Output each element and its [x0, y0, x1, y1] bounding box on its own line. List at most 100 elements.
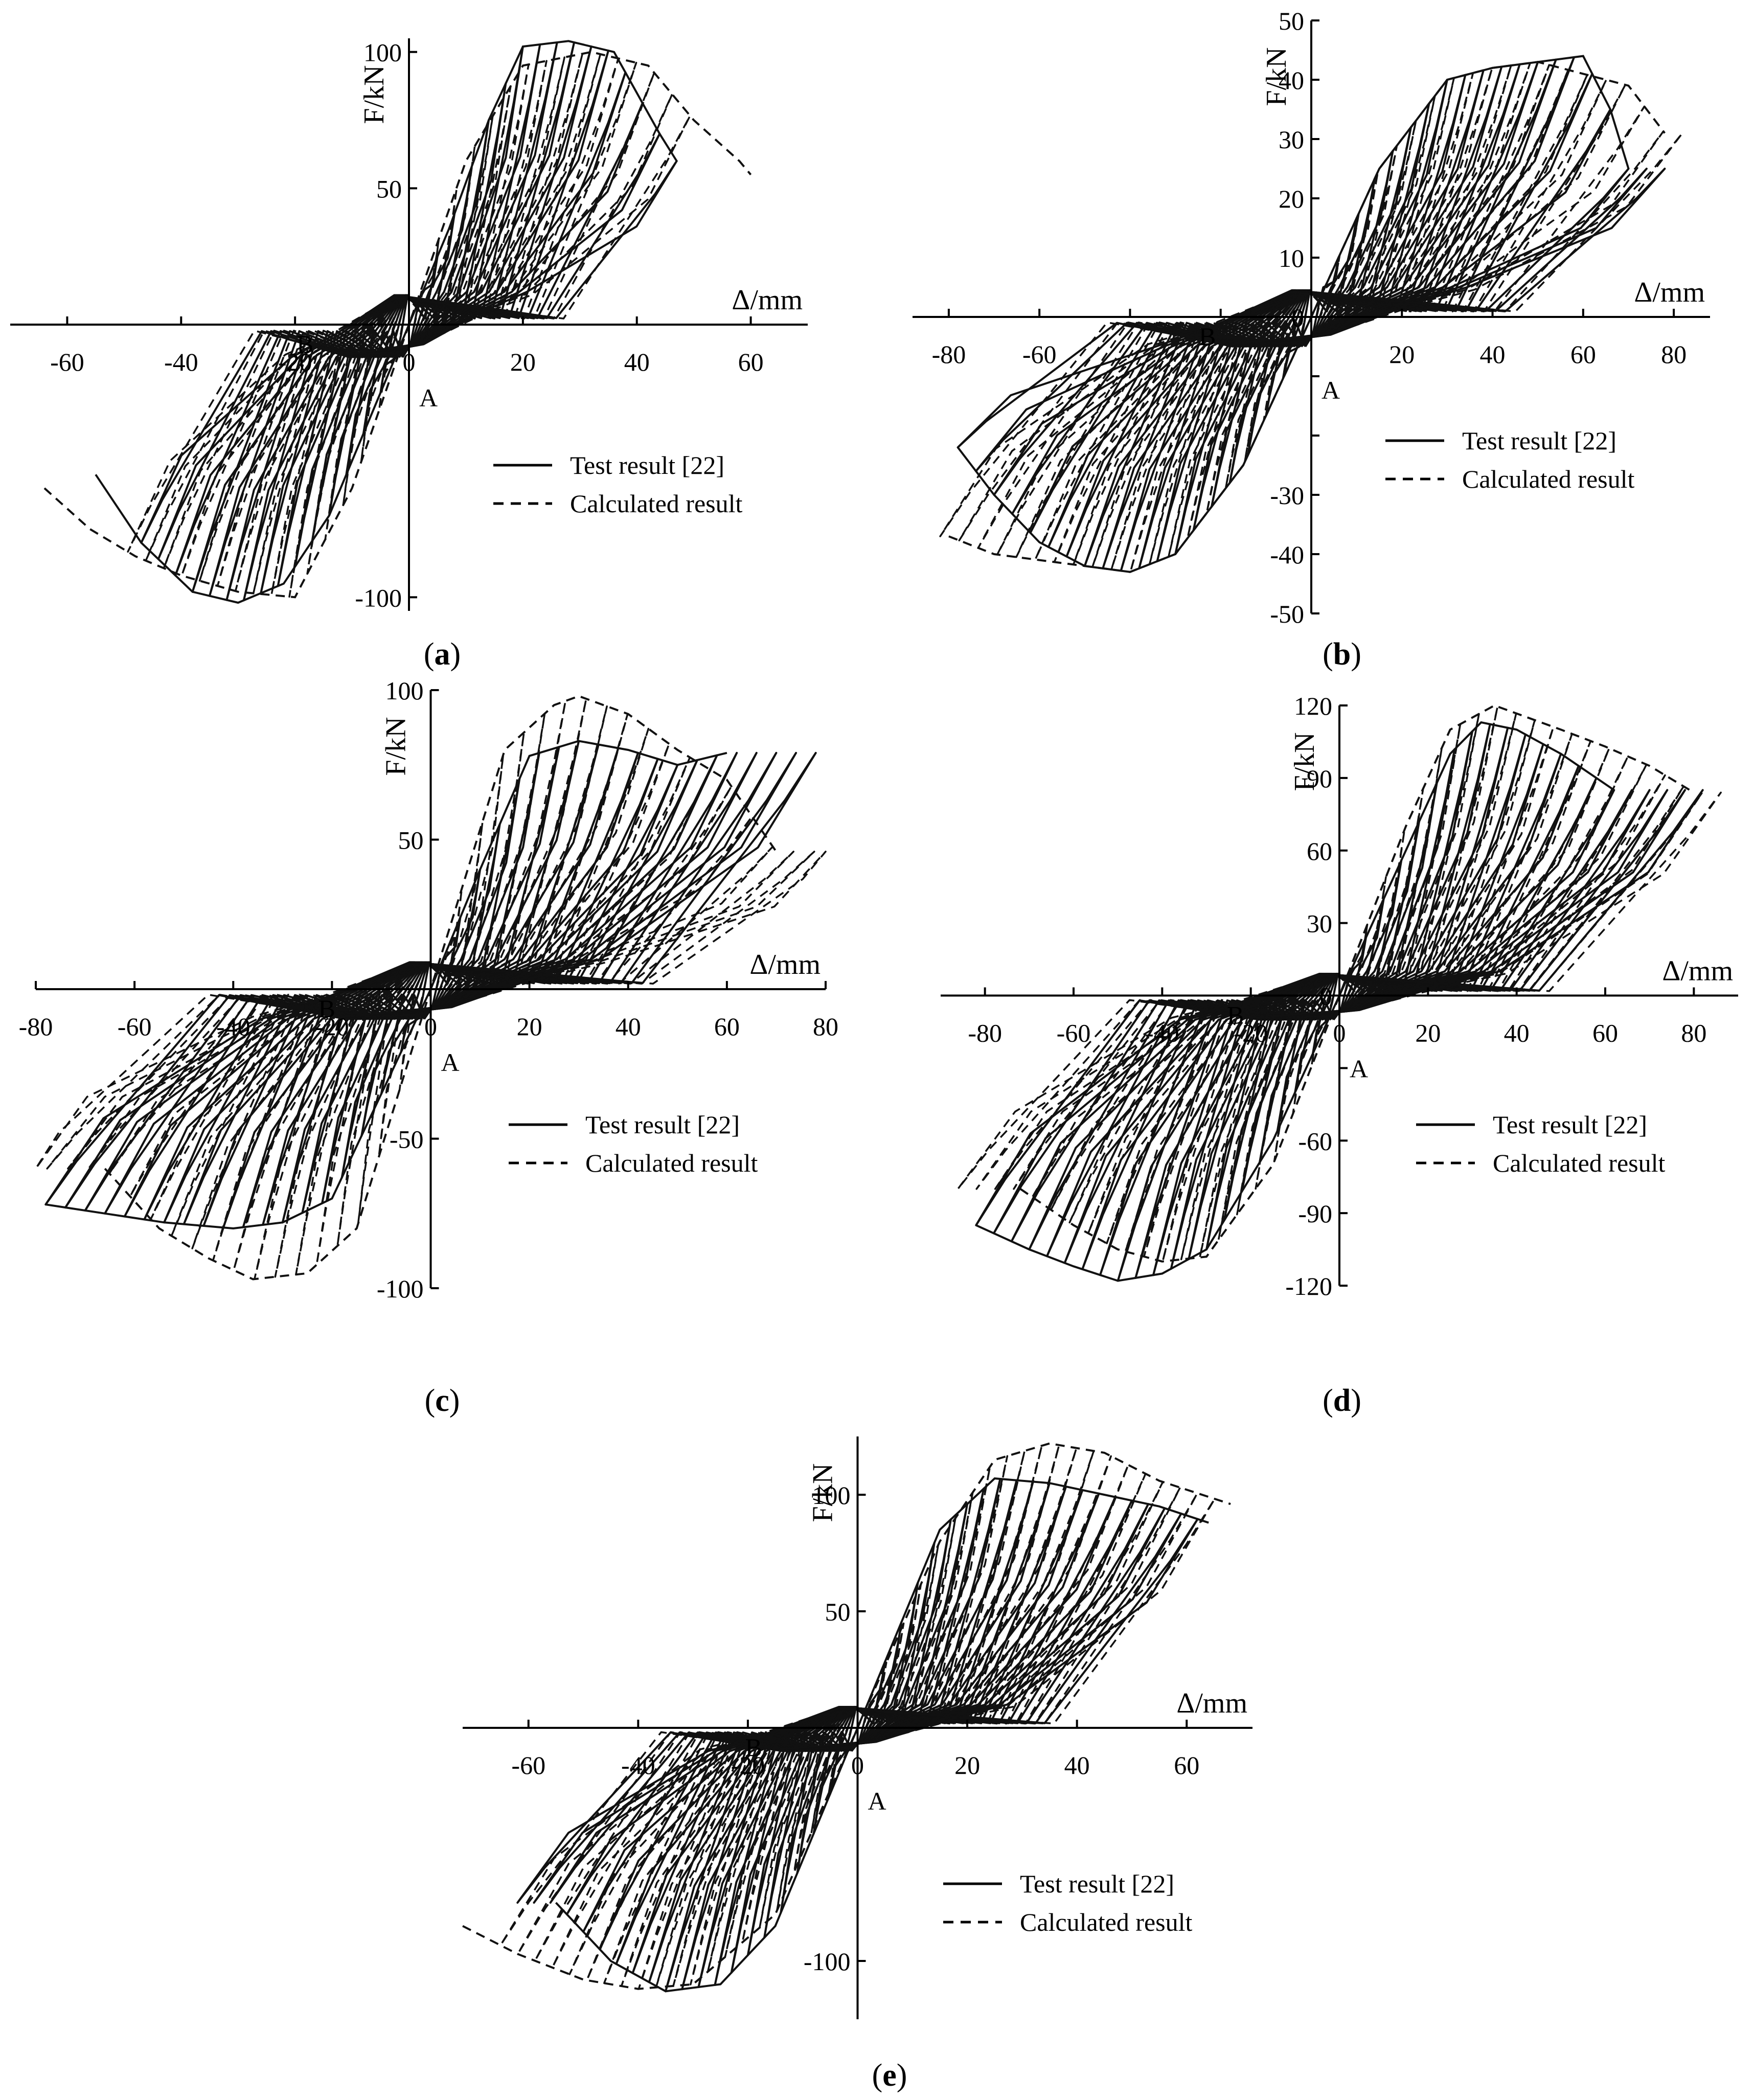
panel-caption: (a) [424, 637, 461, 672]
hysteresis-loop [1236, 747, 1443, 1216]
hysteresis-loop [1148, 72, 1474, 565]
x-tick-label: -60 [50, 348, 84, 376]
y-tick-label: -100 [377, 1274, 424, 1303]
y-tick-label: 50 [398, 826, 424, 855]
panel-d: -80 -60 -40 -20 0 20 40 60 80 -120 -90 -60 0 30 60 90 12… [941, 692, 1738, 1418]
x-tick-label: 80 [1681, 1019, 1706, 1047]
legend: Test result [22] Calculated result [1416, 1110, 1665, 1177]
annotation-label: A [1350, 1055, 1368, 1083]
series-calculated [43, 51, 752, 599]
y-tick-label: 100 [385, 676, 424, 705]
hysteresis-loop [170, 756, 691, 1237]
hysteresis-loop [360, 186, 458, 463]
hysteresis-loop [129, 785, 733, 1197]
x-tick-label: 60 [1570, 340, 1596, 369]
x-tick-label: 60 [738, 348, 764, 376]
y-tick-label: 60 [1307, 837, 1332, 865]
y-tick-label: -120 [1285, 1272, 1332, 1300]
envelope-line [1019, 704, 1695, 1263]
hysteresis-loop [958, 130, 1665, 541]
hysteresis-loop [1310, 923, 1369, 1068]
y-tick-label: 30 [1307, 909, 1332, 938]
x-axis-label: Δ/mm [1176, 1687, 1247, 1719]
y-tick-label: 100 [363, 38, 402, 67]
hysteresis-loop [342, 145, 476, 506]
x-tick-label: 40 [616, 1012, 641, 1041]
y-tick-label: -50 [390, 1125, 424, 1154]
hysteresis-loop [690, 1450, 1026, 1985]
hysteresis-loop [1263, 212, 1360, 422]
x-tick-label: -40 [621, 1751, 655, 1779]
legend-label-calculated: Calculated result [570, 489, 742, 518]
x-tick-label: 0 [403, 348, 416, 376]
hysteresis-loop [288, 63, 530, 598]
hysteresis-loop [1072, 64, 1551, 566]
series-calculated [957, 704, 1722, 1263]
x-tick-label: -80 [968, 1019, 1002, 1047]
hysteresis-loop [707, 1455, 1009, 1973]
annotation-label: B [1227, 1001, 1244, 1030]
hysteresis-loop [1015, 79, 1607, 558]
y-tick-label: 100 [812, 1481, 851, 1510]
y-axis-label: F/kN [1261, 47, 1292, 106]
panel-a: -60 -40 -20 0 20 40 60 -100 50 100 Δ/mm F/kN B A Test … [10, 38, 808, 672]
y-tick-label: 20 [1279, 185, 1304, 213]
hysteresis-loop [1224, 145, 1398, 489]
y-tick-label: -100 [355, 583, 402, 612]
x-tick-label: -80 [19, 1012, 53, 1041]
x-tick-label: 80 [813, 1012, 838, 1041]
y-axis-label: F/kN [358, 65, 390, 124]
hysteresis-loop [551, 1481, 1164, 1969]
x-tick-label: 60 [714, 1012, 740, 1041]
hysteresis-loop [357, 754, 505, 1225]
x-tick-label: 0 [851, 1751, 864, 1779]
x-tick-label: 40 [1064, 1751, 1090, 1779]
y-tick-label: -60 [1298, 1127, 1332, 1155]
hysteresis-loop [270, 60, 548, 596]
hysteresis-loop [499, 1498, 1216, 1947]
hysteresis-loop [198, 57, 620, 582]
hysteresis-loop [1143, 719, 1536, 1258]
legend-label-calculated: Calculated result [1462, 465, 1634, 493]
hysteresis-loop [1273, 829, 1406, 1162]
panel-caption: (b) [1323, 637, 1361, 672]
hysteresis-loop [975, 791, 1703, 1190]
x-tick-label: 20 [954, 1751, 980, 1779]
y-axis-label: F/kN [380, 717, 412, 775]
hysteresis-loop [35, 851, 827, 1170]
x-axis-label: Δ/mm [732, 284, 803, 316]
y-tick-label: 40 [1279, 66, 1304, 95]
hysteresis-loop [253, 56, 565, 595]
envelope-line [104, 695, 778, 1281]
panel-c: -80 -60 -40 -20 0 20 40 60 80 -100 -50 50 100 Δ/mm F/k… [19, 676, 838, 1418]
x-tick-label: -60 [1057, 1019, 1091, 1047]
y-tick-label: -100 [804, 1947, 851, 1976]
legend: Test result [22] Calculated result [509, 1110, 758, 1177]
x-tick-label: -60 [511, 1751, 545, 1779]
x-tick-label: 40 [624, 348, 650, 376]
y-tick-label: 0 [1291, 303, 1304, 332]
x-tick-label: -60 [118, 1012, 152, 1041]
x-tick-label: -60 [1022, 340, 1057, 369]
hysteresis-loop [315, 713, 546, 1266]
x-tick-label: -20 [278, 348, 312, 376]
x-axis-label: Δ/mm [1662, 955, 1733, 987]
hysteresis-loop [1106, 733, 1573, 1244]
annotation-label: B [745, 1733, 762, 1762]
hysteresis-loop [324, 115, 494, 541]
y-axis-label: F/kN [1289, 732, 1320, 791]
hysteresis-loop [1243, 171, 1379, 463]
y-tick-label: -30 [1270, 481, 1304, 510]
y-tick-label: -50 [1270, 600, 1304, 628]
x-tick-label: 20 [1389, 340, 1415, 369]
y-tick-label: 50 [1279, 7, 1304, 35]
x-axis-label: Δ/mm [749, 949, 821, 980]
hysteresis-loop [1211, 126, 1412, 508]
hysteresis-loop [336, 732, 525, 1247]
y-tick-label: 50 [376, 174, 402, 203]
hysteresis-loop [233, 713, 629, 1271]
legend-label-test: Test result [22] [1462, 426, 1616, 455]
legend-label-test: Test result [22] [1020, 1869, 1174, 1898]
legend-label-calculated: Calculated result [1493, 1149, 1665, 1177]
